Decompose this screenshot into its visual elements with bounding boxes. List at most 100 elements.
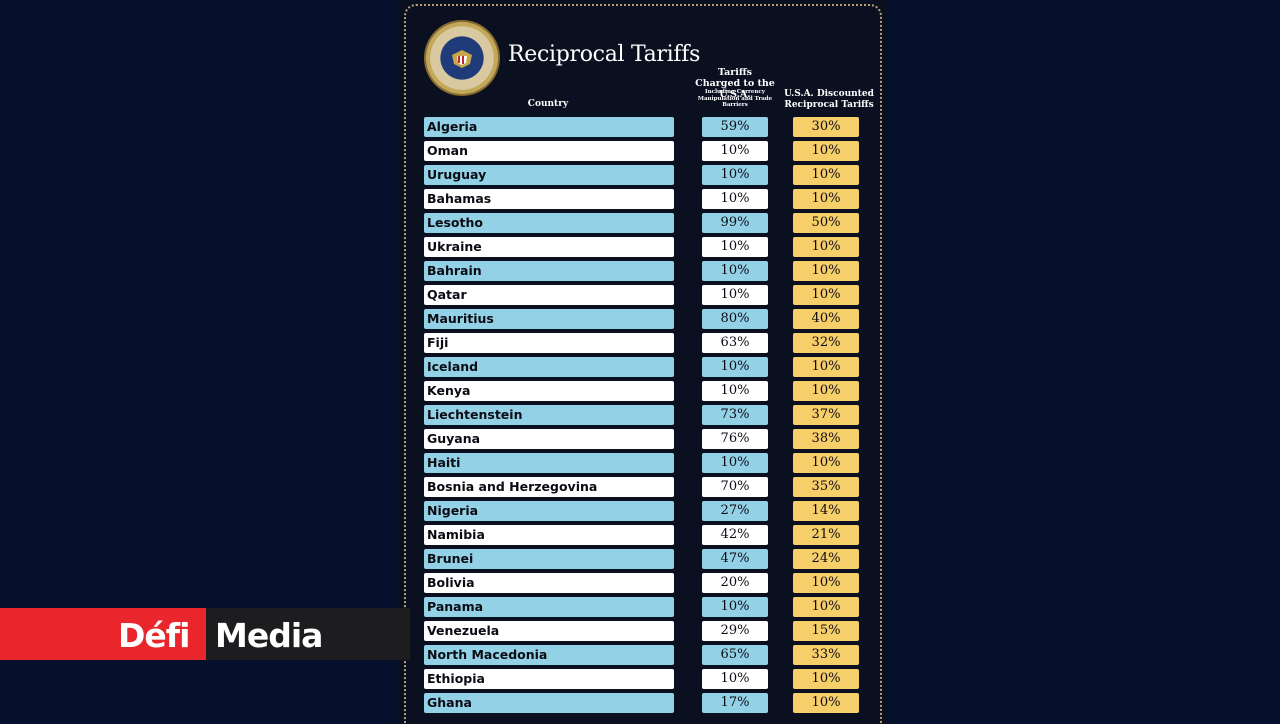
column-header-reciprocal: U.S.A. Discounted Reciprocal Tariffs (784, 89, 874, 110)
country-cell: Haiti (424, 453, 674, 473)
country-cell: Uruguay (424, 165, 674, 185)
charged-tariff-cell: 42% (702, 525, 768, 545)
table-row: Fiji 63% 32% (424, 333, 864, 353)
reciprocal-tariff-cell: 10% (793, 165, 859, 185)
column-header-charged-note: Including Currency Manipulation and Trad… (697, 89, 773, 108)
country-cell: Oman (424, 141, 674, 161)
table-row: Panama 10% 10% (424, 597, 864, 617)
charged-tariff-cell: 10% (702, 381, 768, 401)
country-cell: Guyana (424, 429, 674, 449)
charged-tariff-cell: 29% (702, 621, 768, 641)
charged-tariff-cell: 99% (702, 213, 768, 233)
table-row: Iceland 10% 10% (424, 357, 864, 377)
table-row: Nigeria 27% 14% (424, 501, 864, 521)
table-row: Venezuela 29% 15% (424, 621, 864, 641)
country-cell: Qatar (424, 285, 674, 305)
reciprocal-tariff-cell: 40% (793, 309, 859, 329)
charged-tariff-cell: 10% (702, 357, 768, 377)
charged-tariff-cell: 70% (702, 477, 768, 497)
table-row: Ghana 17% 10% (424, 693, 864, 713)
reciprocal-tariff-cell: 10% (793, 261, 859, 281)
charged-tariff-cell: 59% (702, 117, 768, 137)
table-row: Kenya 10% 10% (424, 381, 864, 401)
country-cell: Lesotho (424, 213, 674, 233)
reciprocal-tariff-cell: 10% (793, 693, 859, 713)
table-row: Oman 10% 10% (424, 141, 864, 161)
reciprocal-tariff-cell: 10% (793, 237, 859, 257)
charged-tariff-cell: 80% (702, 309, 768, 329)
charged-tariff-cell: 10% (702, 453, 768, 473)
country-cell: Venezuela (424, 621, 674, 641)
defi-media-logo: Défi Media (0, 608, 410, 660)
table-row: Lesotho 99% 50% (424, 213, 864, 233)
table-row: Qatar 10% 10% (424, 285, 864, 305)
column-header-charged: Tariffs Charged to the U.S.A. (695, 67, 775, 100)
reciprocal-tariff-cell: 33% (793, 645, 859, 665)
reciprocal-tariff-cell: 10% (793, 357, 859, 377)
table-row: Bolivia 20% 10% (424, 573, 864, 593)
reciprocal-tariff-cell: 10% (793, 453, 859, 473)
country-cell: Ukraine (424, 237, 674, 257)
table-row: Algeria 59% 30% (424, 117, 864, 137)
table-row: Ukraine 10% 10% (424, 237, 864, 257)
reciprocal-tariff-cell: 14% (793, 501, 859, 521)
charged-tariff-cell: 10% (702, 141, 768, 161)
reciprocal-tariff-cell: 32% (793, 333, 859, 353)
country-cell: Fiji (424, 333, 674, 353)
charged-tariff-cell: 20% (702, 573, 768, 593)
country-cell: Namibia (424, 525, 674, 545)
country-cell: Brunei (424, 549, 674, 569)
charged-tariff-cell: 10% (702, 189, 768, 209)
country-cell: Ethiopia (424, 669, 674, 689)
reciprocal-tariff-cell: 30% (793, 117, 859, 137)
logo-red-block (0, 608, 206, 660)
reciprocal-tariff-cell: 50% (793, 213, 859, 233)
table-row: Guyana 76% 38% (424, 429, 864, 449)
reciprocal-tariff-cell: 38% (793, 429, 859, 449)
logo-defi-text: Défi (118, 616, 190, 655)
country-cell: Kenya (424, 381, 674, 401)
reciprocal-tariff-cell: 35% (793, 477, 859, 497)
logo-dark-block (206, 608, 410, 660)
charged-tariff-cell: 65% (702, 645, 768, 665)
table-row: Liechtenstein 73% 37% (424, 405, 864, 425)
reciprocal-tariff-cell: 10% (793, 381, 859, 401)
tariff-table-panel: Reciprocal Tariffs Country Tariffs Charg… (398, 0, 888, 724)
logo-media-text: Media (215, 616, 323, 655)
country-cell: Bolivia (424, 573, 674, 593)
table-row: Haiti 10% 10% (424, 453, 864, 473)
table-row: Ethiopia 10% 10% (424, 669, 864, 689)
table-row: Bosnia and Herzegovina 70% 35% (424, 477, 864, 497)
country-cell: Bahamas (424, 189, 674, 209)
table-row: Bahrain 10% 10% (424, 261, 864, 281)
reciprocal-tariff-cell: 10% (793, 573, 859, 593)
charged-tariff-cell: 10% (702, 261, 768, 281)
country-cell: Liechtenstein (424, 405, 674, 425)
reciprocal-tariff-cell: 10% (793, 141, 859, 161)
charged-tariff-cell: 47% (702, 549, 768, 569)
reciprocal-tariff-cell: 21% (793, 525, 859, 545)
page-title: Reciprocal Tariffs (508, 42, 701, 67)
country-cell: Nigeria (424, 501, 674, 521)
charged-tariff-cell: 76% (702, 429, 768, 449)
presidential-seal-icon (426, 22, 498, 94)
charged-tariff-cell: 63% (702, 333, 768, 353)
reciprocal-tariff-cell: 10% (793, 669, 859, 689)
country-cell: Iceland (424, 357, 674, 377)
charged-tariff-cell: 10% (702, 669, 768, 689)
country-cell: Mauritius (424, 309, 674, 329)
reciprocal-tariff-cell: 24% (793, 549, 859, 569)
country-cell: Panama (424, 597, 674, 617)
table-row: Uruguay 10% 10% (424, 165, 864, 185)
country-cell: Ghana (424, 693, 674, 713)
reciprocal-tariff-cell: 10% (793, 285, 859, 305)
table-row: Namibia 42% 21% (424, 525, 864, 545)
column-header-country: Country (527, 99, 569, 109)
charged-tariff-cell: 73% (702, 405, 768, 425)
reciprocal-tariff-cell: 15% (793, 621, 859, 641)
reciprocal-tariff-cell: 10% (793, 189, 859, 209)
reciprocal-tariff-cell: 37% (793, 405, 859, 425)
table-row: North Macedonia 65% 33% (424, 645, 864, 665)
charged-tariff-cell: 17% (702, 693, 768, 713)
country-cell: Bahrain (424, 261, 674, 281)
